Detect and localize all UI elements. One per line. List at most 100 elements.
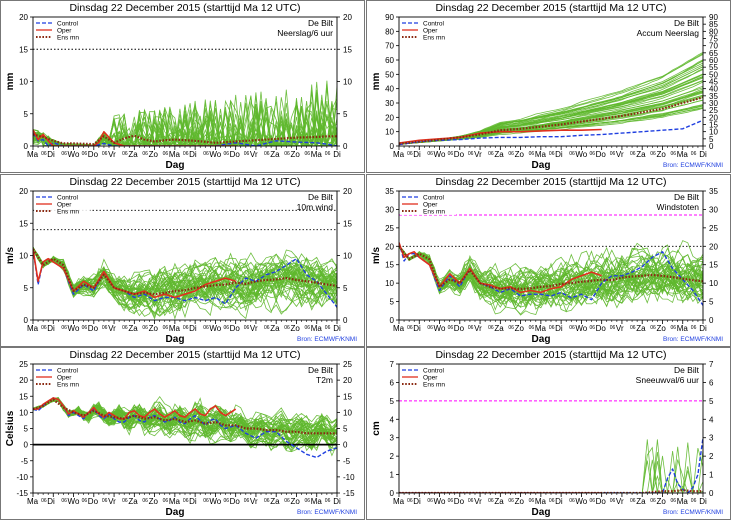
- x-hour-label: 06: [671, 151, 677, 157]
- ensemble-member-line: [33, 251, 337, 308]
- x-hour-label: 06: [529, 325, 535, 331]
- x-hour-label: 06: [569, 151, 575, 157]
- x-day-label: Di: [555, 324, 563, 333]
- x-day-label: Do: [230, 150, 241, 159]
- x-day-label: Di: [47, 150, 55, 159]
- legend-label: Oper: [423, 375, 438, 382]
- x-hour-label: 06: [325, 325, 331, 331]
- y-tick-label-right: 0: [343, 316, 348, 325]
- x-day-label: Ma: [393, 150, 405, 159]
- series-line-ens-mn: [33, 133, 337, 146]
- y-tick-label-right: -10: [343, 473, 355, 482]
- y-tick-label-right: 30: [709, 205, 718, 214]
- y-axis-label: mm: [371, 73, 382, 91]
- ensemble-member-line: [33, 398, 337, 438]
- y-tick-label: 10: [19, 252, 28, 261]
- x-day-label: Za: [636, 324, 646, 333]
- y-tick-label-right: 0: [709, 316, 714, 325]
- y-tick-label-right: 7: [709, 360, 714, 369]
- x-day-label: Zo: [149, 324, 159, 333]
- ensemble-member-line: [33, 99, 337, 146]
- series-line-oper: [33, 129, 236, 146]
- x-day-label: Za: [270, 324, 280, 333]
- x-hour-label: 06: [41, 498, 47, 504]
- x-hour-label: 06: [529, 498, 535, 504]
- variable-label: Sneeuwval/6 uur: [636, 375, 699, 385]
- legend-label: Ens mn: [423, 382, 445, 389]
- x-day-label: Zo: [656, 324, 666, 333]
- x-hour-label: 06: [284, 325, 290, 331]
- y-tick-label-right: 75: [709, 35, 718, 44]
- ensemble-member-line: [33, 246, 337, 311]
- x-hour-label: 06: [610, 498, 616, 504]
- x-day-label: Za: [494, 324, 504, 333]
- x-day-label: Ma: [311, 324, 323, 333]
- x-day-label: Wo: [209, 497, 221, 506]
- y-axis-label: cm: [371, 421, 382, 436]
- series-line-control: [399, 119, 703, 146]
- y-tick-label: 20: [19, 376, 28, 385]
- y-tick-label-right: 15: [709, 261, 718, 270]
- x-axis-label: Dag: [532, 160, 551, 171]
- x-day-label: Wo: [434, 497, 446, 506]
- x-hour-label: 06: [122, 151, 128, 157]
- panel-accum: Dinsdag 22 December 2015 (starttijd Ma 1…: [366, 0, 731, 173]
- x-hour-label: 06: [122, 498, 128, 504]
- y-tick-label: 20: [19, 187, 28, 196]
- source-label: Bron: ECMWF/KNMI: [297, 509, 357, 516]
- x-day-label: Wo: [209, 150, 221, 159]
- x-hour-label: 06: [305, 151, 311, 157]
- y-tick-label-right: 35: [709, 92, 718, 101]
- x-day-label: Vr: [108, 324, 116, 333]
- y-tick-label: 35: [385, 187, 394, 196]
- y-tick-label: 10: [385, 128, 394, 137]
- x-hour-label: 06: [427, 325, 433, 331]
- y-tick-label-right: 10: [343, 408, 352, 417]
- y-axis-label: mm: [5, 73, 16, 91]
- y-tick-label-right: 10: [709, 279, 718, 288]
- variable-label: T2m: [316, 375, 333, 385]
- y-tick-label-right: 90: [709, 13, 718, 22]
- x-hour-label: 06: [589, 325, 595, 331]
- legend-label: Control: [57, 195, 79, 202]
- x-day-label: Ma: [27, 324, 39, 333]
- x-day-label: Ma: [393, 497, 405, 506]
- y-tick-label: 6: [390, 378, 395, 387]
- x-hour-label: 06: [264, 498, 270, 504]
- y-tick-label: 0: [24, 441, 29, 450]
- x-hour-label: 06: [305, 498, 311, 504]
- y-tick-label: 10: [19, 78, 28, 87]
- ensemble-member-line: [33, 398, 337, 438]
- x-hour-label: 06: [284, 151, 290, 157]
- x-day-label: Di: [189, 150, 197, 159]
- x-hour-label: 06: [691, 325, 697, 331]
- y-tick-label-right: 5: [709, 298, 714, 307]
- x-hour-label: 06: [630, 325, 636, 331]
- x-day-label: Do: [454, 150, 465, 159]
- variable-label: Windstoten: [656, 202, 699, 212]
- x-hour-label: 06: [244, 498, 250, 504]
- x-hour-label: 06: [244, 151, 250, 157]
- ensemble-member-line: [33, 94, 337, 146]
- station-label: De Bilt: [308, 18, 334, 28]
- y-tick-label-right: 0: [709, 142, 714, 151]
- ensemble-member-line: [33, 250, 337, 315]
- x-day-label: Do: [596, 324, 607, 333]
- x-hour-label: 06: [325, 151, 331, 157]
- x-day-label: Ma: [535, 497, 547, 506]
- x-hour-label: 06: [691, 151, 697, 157]
- y-tick-label: 3: [390, 434, 395, 443]
- y-tick-label-right: 15: [343, 45, 352, 54]
- x-day-label: Di: [333, 150, 341, 159]
- x-day-label: Di: [47, 497, 55, 506]
- y-tick-label-right: 1: [709, 471, 714, 480]
- y-tick-label-right: 20: [343, 187, 352, 196]
- y-tick-label-right: 80: [709, 27, 718, 36]
- x-hour-label: 06: [610, 151, 616, 157]
- x-day-label: Ma: [311, 150, 323, 159]
- chart-title: Dinsdag 22 December 2015 (starttijd Ma 1…: [435, 176, 666, 188]
- legend-box: [400, 192, 456, 215]
- y-tick-label: 15: [385, 261, 394, 270]
